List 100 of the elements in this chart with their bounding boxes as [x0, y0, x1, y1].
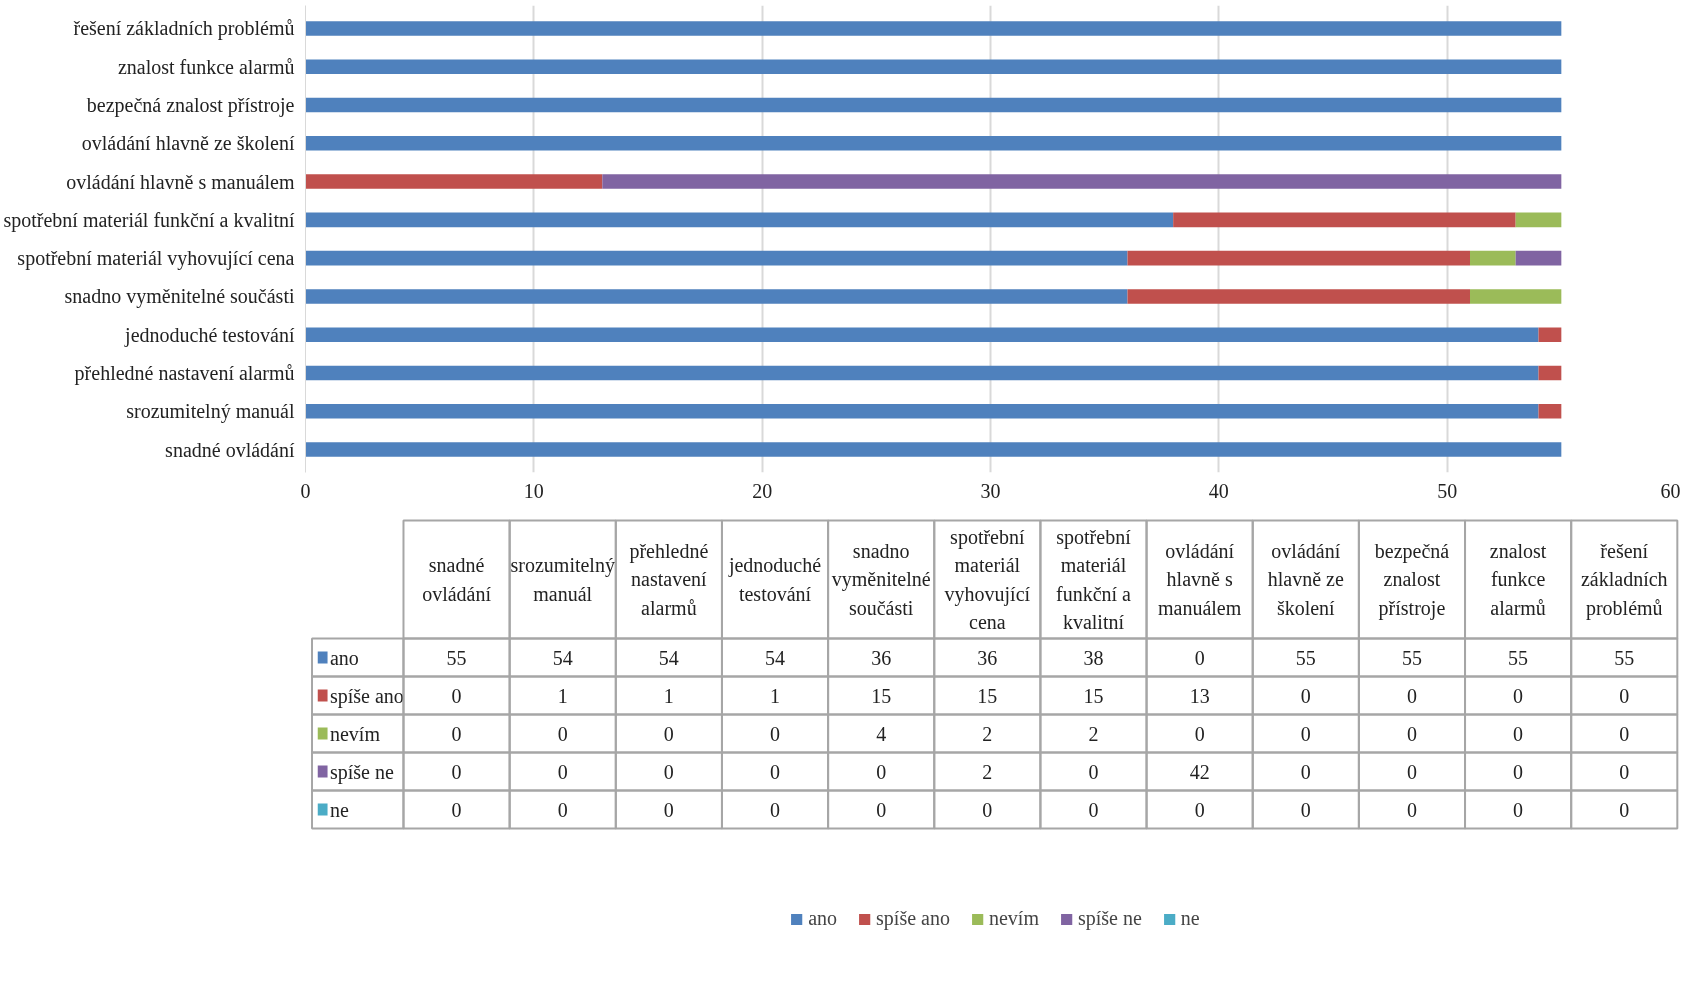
x-tick-label: 30 [980, 479, 1001, 502]
data-label: 42 [1189, 760, 1210, 783]
bar [305, 136, 1562, 151]
data-label: 0 [1619, 684, 1630, 707]
y-tick-label: spotřební materiál funkční a kvalitní [3, 208, 295, 232]
data-label: 4 [876, 722, 887, 745]
data-label: 0 [770, 798, 781, 821]
data-label: 0 [1194, 646, 1205, 669]
x-tick-label: 50 [1437, 479, 1458, 502]
data-label: 0 [1088, 798, 1099, 821]
data-label: 0 [1513, 798, 1524, 821]
x-tick-label: 10 [523, 479, 544, 502]
bar [1173, 212, 1516, 228]
data-label: 0 [1300, 722, 1311, 745]
y-tick-label: snadné ovládání [165, 438, 295, 461]
bar [305, 59, 1562, 75]
bar [1515, 212, 1562, 228]
data-label: 55 [1508, 646, 1529, 669]
category-label: přehledné nastavení alarmů [629, 539, 709, 620]
data-label: 55 [1614, 646, 1635, 669]
data-label: 15 [977, 684, 998, 707]
bar [1538, 327, 1562, 342]
y-tick-label: řešení základních problémů [73, 17, 295, 41]
legend-label: spíše ne [330, 760, 394, 784]
data-label: 0 [1406, 684, 1417, 707]
x-tick-label: 0 [300, 479, 311, 502]
legend-label: ano [808, 907, 838, 930]
category-label: spotřební materiál vyhovující cena [944, 525, 1031, 634]
category-label: bezpečná znalost přístroje [1374, 539, 1450, 621]
bar [305, 212, 1174, 228]
y-tick-label: bezpečná znalost přístroje [86, 94, 295, 118]
data-label: 0 [1619, 798, 1630, 821]
category-label: ovládání hlavně s manuálem [1157, 539, 1242, 620]
data-label: 54 [658, 646, 679, 669]
bar [1127, 289, 1470, 304]
y-tick-label: jednoduché testování [124, 323, 295, 347]
bar [305, 442, 1562, 457]
data-label: 54 [765, 646, 786, 669]
legend-label: ano [330, 646, 359, 669]
category-label: snadno vyměnitelné součásti [831, 539, 931, 620]
data-label: 0 [1300, 760, 1311, 783]
data-label: 0 [557, 760, 568, 783]
category-label: jednoduché testování [727, 554, 822, 605]
bar [1515, 250, 1562, 266]
bar [305, 174, 603, 189]
data-label: 38 [1083, 646, 1104, 669]
data-label: 0 [1619, 722, 1630, 745]
bar [305, 403, 1539, 419]
text: nevím [330, 722, 381, 745]
y-tick-label: přehledné nastavení alarmů [74, 361, 295, 385]
bar [1538, 403, 1562, 419]
legend-label: ne [330, 798, 349, 821]
data-label: 0 [1513, 722, 1524, 745]
bar [305, 365, 1539, 381]
data-label: 2 [982, 760, 993, 783]
data-label: 2 [982, 722, 993, 745]
data-label: 0 [451, 760, 462, 783]
data-label: 0 [557, 722, 568, 745]
data-label: 55 [1295, 646, 1316, 669]
data-label: 0 [663, 760, 674, 783]
bar [305, 289, 1128, 304]
data-label: 1 [663, 684, 674, 707]
data-label: 0 [1194, 798, 1205, 821]
data-label: 0 [1513, 760, 1524, 783]
data-label: 0 [982, 798, 993, 821]
data-label: 0 [663, 798, 674, 821]
data-label: 36 [977, 646, 998, 669]
data-label: 0 [876, 798, 887, 821]
bar [305, 21, 1562, 36]
bar [305, 250, 1128, 266]
data-label: 0 [1619, 760, 1630, 783]
x-tick-label: 20 [752, 479, 773, 502]
bar [1538, 365, 1562, 381]
y-tick-label: srozumitelný manuál [126, 400, 295, 424]
data-label: 54 [552, 646, 573, 669]
bar [1470, 289, 1562, 304]
data-label: 0 [1406, 798, 1417, 821]
bar [602, 174, 1562, 189]
text: spíše ne [1077, 907, 1142, 930]
legend-label: spíše ano [330, 684, 404, 708]
data-label: 15 [1083, 684, 1104, 707]
bar [305, 97, 1562, 113]
data-label: 0 [1300, 684, 1311, 707]
bar [1470, 250, 1516, 266]
data-label: 0 [1088, 760, 1099, 783]
y-tick-label: ovládání hlavně s manuálem [66, 170, 295, 193]
data-label: 13 [1189, 684, 1210, 707]
data-label: 0 [770, 760, 781, 783]
category-label: spotřební materiál funkční a kvalitní [1056, 525, 1132, 634]
data-label: 15 [871, 684, 892, 707]
data-label: 0 [1406, 722, 1417, 745]
legend-label: ne [1180, 907, 1201, 930]
category-label: znalost funkce alarmů [1489, 539, 1547, 620]
data-label: 0 [557, 798, 568, 821]
y-tick-label: znalost funkce alarmů [117, 55, 295, 78]
data-label: 0 [451, 722, 462, 745]
y-tick-label: spotřební materiál vyhovující cena [17, 247, 295, 271]
data-label: 0 [451, 798, 462, 821]
category-label: ovládání hlavně ze školení [1267, 539, 1344, 620]
data-label: 1 [557, 684, 568, 707]
